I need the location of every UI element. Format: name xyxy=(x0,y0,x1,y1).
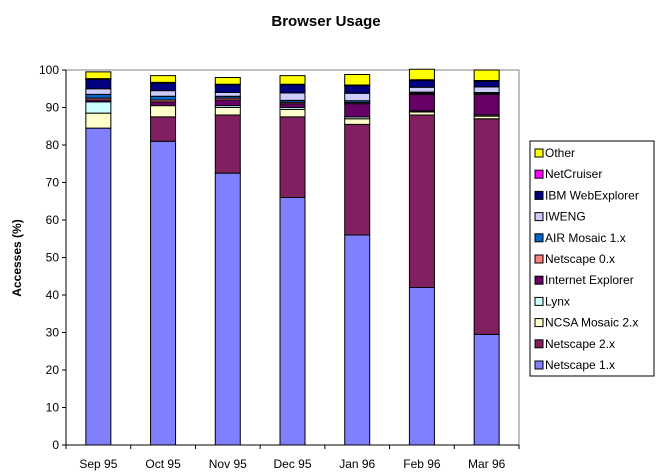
bar-segment-ncsa-mosaic-2-x xyxy=(344,118,371,125)
bar-segment-internet-explorer xyxy=(473,93,500,116)
bar-segment-netscape-2-x xyxy=(150,116,177,142)
bar-segment-iweng xyxy=(408,86,435,93)
x-tick-label: Jan 96 xyxy=(339,457,375,471)
y-tick-label: 80 xyxy=(46,138,60,152)
legend-label-other: Other xyxy=(545,146,575,160)
y-tick-label: 100 xyxy=(39,63,59,77)
x-tick-label: Nov 95 xyxy=(209,457,247,471)
bar-segment-ncsa-mosaic-2-x xyxy=(279,108,306,118)
legend-label-netscape-1-x: Netscape 1.x xyxy=(545,358,615,372)
legend-label-air-mosaic-1-x: AIR Mosaic 1.x xyxy=(545,231,626,245)
bar-segment-internet-explorer xyxy=(150,101,177,107)
legend-swatch-netscape-0-x xyxy=(534,254,544,264)
bar-segment-netscape-2-x xyxy=(279,116,306,198)
legend-label-lynx: Lynx xyxy=(545,294,570,308)
bar-segment-internet-explorer xyxy=(214,99,241,107)
bar-segment-netscape-1-x xyxy=(279,197,306,446)
legend-swatch-ncsa-mosaic-2-x xyxy=(534,318,544,328)
bar-segment-ibm-webexplorer xyxy=(473,80,500,88)
bar-segment-internet-explorer xyxy=(344,103,371,118)
plot-area: 0 10 20 30 40 50 60 70 80 90 100 Sep 95 Oct 95 Nov 95… xyxy=(39,63,520,471)
bar-segment-iweng xyxy=(279,92,306,101)
x-tick-label: Feb 96 xyxy=(403,457,441,471)
legend-swatch-lynx xyxy=(534,296,544,306)
bar-segment-air-mosaic-1-x xyxy=(150,95,177,101)
y-tick-label: 50 xyxy=(46,251,60,265)
x-tick-label: Mar 96 xyxy=(468,457,506,471)
y-axis-label: Accesses (%) xyxy=(10,219,24,296)
bar-segment-netscape-2-x xyxy=(344,123,371,236)
legend-label-netscape-0-x: Netscape 0.x xyxy=(545,252,615,266)
bar-segment-iweng xyxy=(344,92,371,102)
legend-swatch-netcruiser xyxy=(534,169,544,179)
bar-segment-netscape-1-x xyxy=(85,127,112,446)
bar-segment-internet-explorer xyxy=(279,103,306,108)
y-tick-label: 40 xyxy=(46,288,60,302)
bar-segment-netscape-1-x xyxy=(150,140,177,446)
legend-swatch-netscape-2-x xyxy=(534,339,544,349)
bar-segment-netscape-1-x xyxy=(214,172,241,446)
bar-segment-ncsa-mosaic-2-x xyxy=(85,112,112,129)
legend-swatch-ibm-webexplorer xyxy=(534,190,544,200)
y-tick-label: 20 xyxy=(46,363,60,377)
bar-segment-netscape-2-x xyxy=(214,114,241,174)
y-tick-label: 90 xyxy=(46,101,60,115)
y-tick-label: 0 xyxy=(52,438,59,452)
bar-segment-ibm-webexplorer xyxy=(85,78,112,90)
legend-label-ncsa-mosaic-2-x: NCSA Mosaic 2.x xyxy=(545,316,638,330)
bar-segment-netscape-2-x xyxy=(473,118,500,335)
bar-segment-iweng xyxy=(85,88,112,95)
bar-segment-ncsa-mosaic-2-x xyxy=(214,107,241,116)
legend-box xyxy=(529,140,655,377)
legend-swatch-netscape-1-x xyxy=(534,360,544,370)
bar-segment-air-mosaic-1-x xyxy=(85,93,112,99)
bar-segment-netscape-1-x xyxy=(344,234,371,446)
y-tick-label: 70 xyxy=(46,176,60,190)
y-tick-label: 30 xyxy=(46,326,60,340)
bar-segment-other xyxy=(473,69,500,81)
bar-segment-other xyxy=(408,68,435,81)
bar-segment-iweng xyxy=(214,92,241,97)
bar-segment-other xyxy=(150,75,177,83)
bar-segment-iweng xyxy=(150,90,177,97)
bar-segment-other xyxy=(214,77,241,85)
bar-segment-iweng xyxy=(473,86,500,93)
legend-swatch-air-mosaic-1-x xyxy=(534,233,544,243)
bar-segment-netscape-1-x xyxy=(473,333,500,446)
x-tick-label: Sep 95 xyxy=(79,457,117,471)
legend-label-netcruiser: NetCruiser xyxy=(545,167,602,181)
bar-segment-other xyxy=(344,74,371,86)
y-tick-label: 60 xyxy=(46,213,60,227)
y-tick-label: 10 xyxy=(46,401,60,415)
legend-label-ibm-webexplorer: IBM WebExplorer xyxy=(545,188,639,202)
legend-swatch-other xyxy=(534,148,544,158)
legend-label-netscape-2-x: Netscape 2.x xyxy=(545,337,615,351)
legend-label-iweng: IWENG xyxy=(545,210,586,224)
chart-title: Browser Usage xyxy=(271,13,380,30)
bar-segment-ncsa-mosaic-2-x xyxy=(150,105,177,118)
x-tick-label: Dec 95 xyxy=(273,457,311,471)
bar-segment-other xyxy=(279,75,306,85)
bar-segment-internet-explorer xyxy=(408,93,435,112)
bar-segment-other xyxy=(85,71,112,80)
bar-segment-ibm-webexplorer xyxy=(279,84,306,94)
bar-segment-lynx xyxy=(85,101,112,114)
x-tick-label: Oct 95 xyxy=(145,457,181,471)
bar-segment-netscape-1-x xyxy=(408,287,435,446)
bar-segment-ibm-webexplorer xyxy=(150,82,177,92)
legend-swatch-internet-explorer xyxy=(534,275,544,285)
legend-label-internet-explorer: Internet Explorer xyxy=(545,273,634,287)
bar-segment-ibm-webexplorer xyxy=(214,84,241,93)
legend: Other NetCruiser IBM WebExplorer IWENG AIR M… xyxy=(529,140,655,377)
bar-segment-ibm-webexplorer xyxy=(408,80,435,88)
bar-segment-ibm-webexplorer xyxy=(344,85,371,94)
legend-swatch-iweng xyxy=(534,212,544,222)
bar-segment-netscape-2-x xyxy=(408,114,435,288)
